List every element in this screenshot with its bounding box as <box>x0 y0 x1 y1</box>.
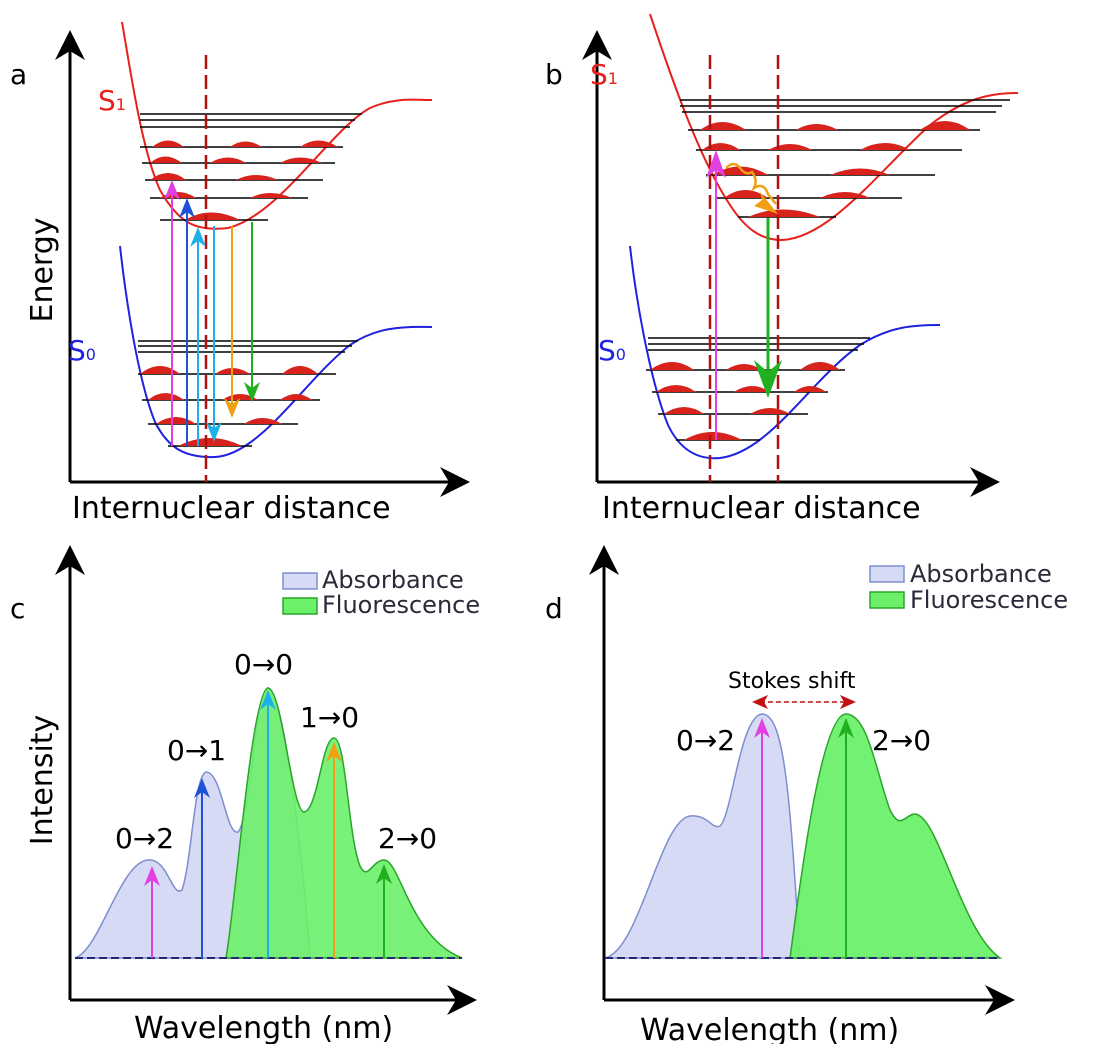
panel-c-letter: c <box>10 592 25 625</box>
panel-b: b Internuclear distance S1 S0 <box>545 13 1019 526</box>
fluorescence-spectrum <box>225 687 463 959</box>
panel-a-s0-label: S0 <box>68 334 96 367</box>
legend-fluorescence-label: Fluorescence <box>322 591 480 619</box>
legend-absorbance-label: Absorbance <box>322 566 464 594</box>
panel-a-emission-arrows <box>206 222 260 442</box>
panel-b-s0-wavefunctions <box>650 362 840 440</box>
intensity-axis-title: Intensity <box>25 715 60 846</box>
d-peak-label-0-2: 0→2 <box>676 724 735 757</box>
panel-b-transition-arrows <box>706 150 782 440</box>
stokes-shift-indicator <box>752 695 856 709</box>
peak-label-0-0: 0→0 <box>234 648 293 681</box>
legend-d-absorbance-swatch <box>869 565 905 583</box>
d-peak-label-2-0: 2→0 <box>872 724 931 757</box>
panel-d-letter: d <box>545 592 563 625</box>
panel-a-s1-levels <box>140 113 362 221</box>
d-absorbance-spectrum <box>604 713 801 959</box>
legend-d-fluorescence-label: Fluorescence <box>910 586 1068 614</box>
panel-b-s1-wavefunctions <box>700 121 970 217</box>
legend-d-fluorescence-swatch <box>869 591 905 609</box>
panel-c: c Intensity Wavelength (nm) Absorbance F… <box>10 545 480 1044</box>
panel-b-s0-potential-curve <box>629 245 941 460</box>
peak-label-0-1: 0→1 <box>167 734 226 767</box>
panel-a-s0-potential-curve <box>119 245 433 459</box>
peak-label-1-0: 1→0 <box>300 701 359 734</box>
panel-a-absorption-arrows <box>164 180 206 446</box>
panel-a-s1-wavefunctions <box>150 140 338 220</box>
legend-d-absorbance-label: Absorbance <box>910 560 1052 588</box>
panel-b-s0-label: S0 <box>598 334 626 367</box>
panel-c-x-title: Wavelength (nm) <box>134 1011 393 1044</box>
energy-axis-title: Energy <box>25 217 60 322</box>
peak-label-2-0: 2→0 <box>378 822 437 855</box>
stokes-shift-label: Stokes shift <box>728 669 856 694</box>
panel-c-peak-arrows <box>144 690 392 958</box>
panel-a: a Energy Internuclear distance S1 S0 <box>10 21 470 526</box>
panel-a-letter: a <box>10 58 27 91</box>
panel-d-x-title: Wavelength (nm) <box>640 1013 899 1044</box>
panel-b-s1-levels <box>680 99 1010 218</box>
panel-b-letter: b <box>545 58 563 91</box>
panel-b-x-title: Internuclear distance <box>602 491 921 526</box>
peak-label-0-2: 0→2 <box>115 822 174 855</box>
legend-fluorescence-swatch <box>282 597 318 615</box>
panel-b-s1-label: S1 <box>590 58 618 91</box>
panel-d-peak-arrows <box>754 718 854 958</box>
panel-d: d Wavelength (nm) Absorbance Fluorescenc… <box>545 545 1068 1044</box>
d-fluorescence-spectrum <box>789 713 1003 959</box>
legend-absorbance-swatch <box>282 572 318 590</box>
panel-a-s1-potential-curve <box>121 21 433 230</box>
panel-a-s1-label: S1 <box>98 84 126 117</box>
panel-a-x-title: Internuclear distance <box>72 491 391 526</box>
